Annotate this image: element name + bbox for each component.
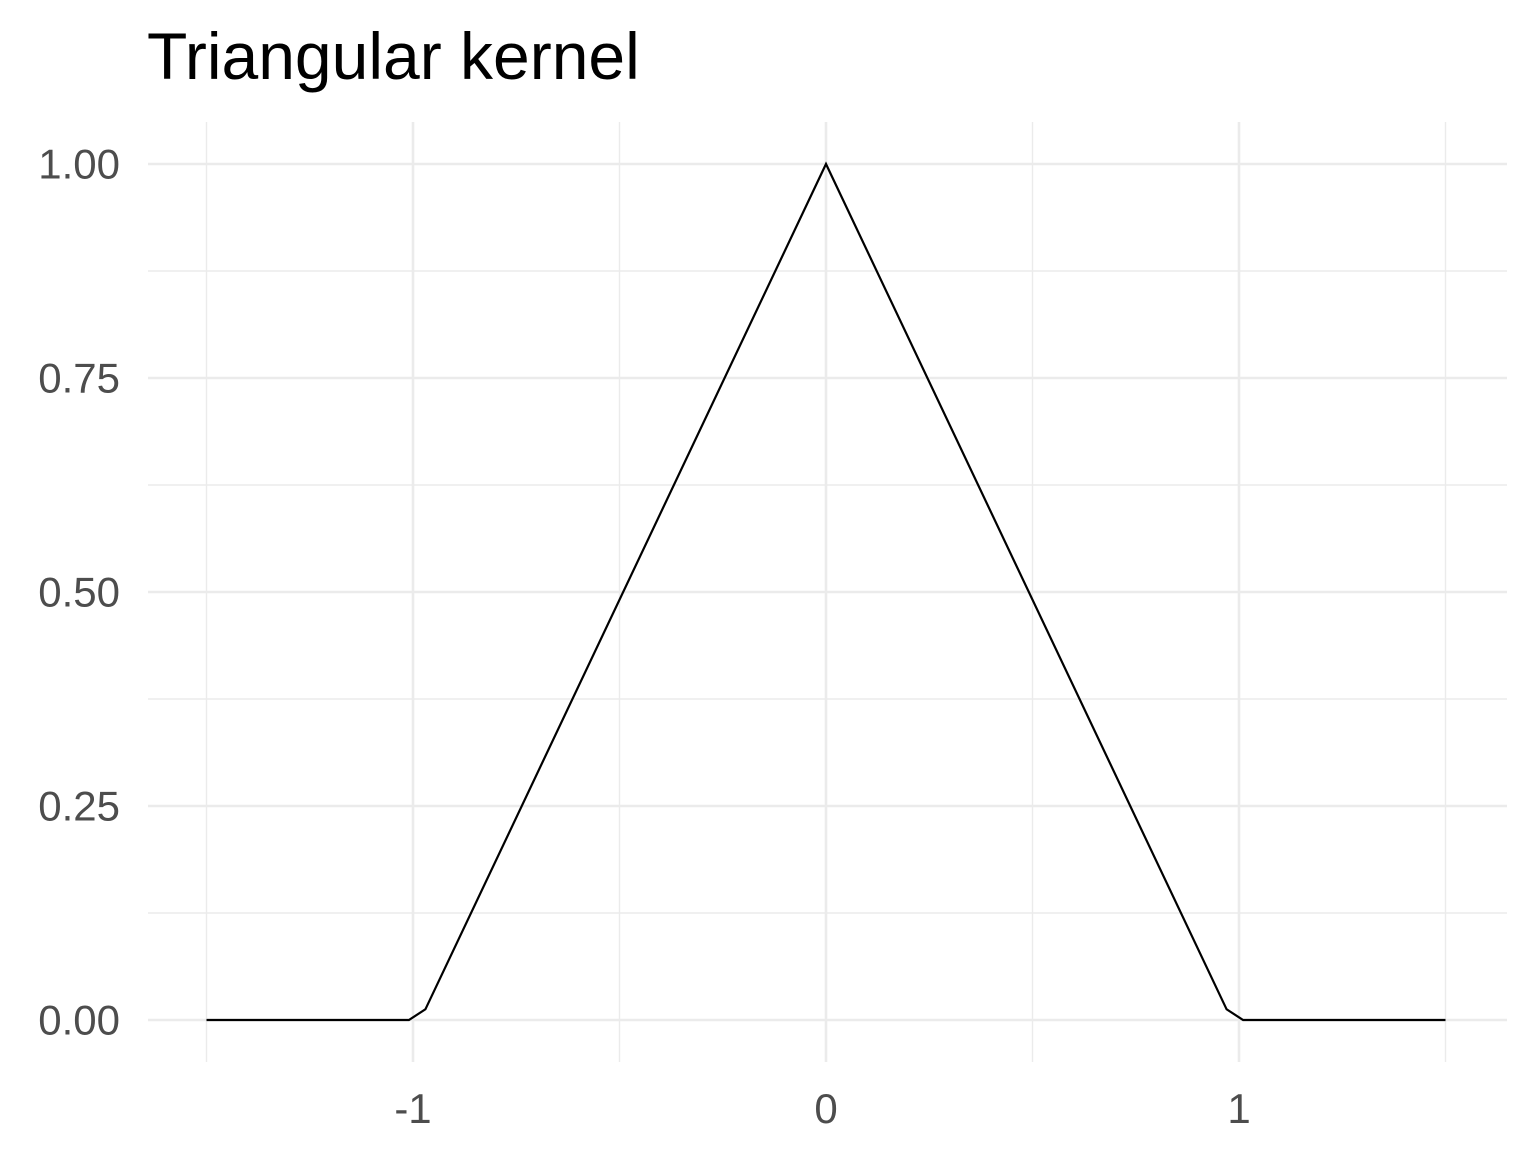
- x-tick-label: 1: [1227, 1085, 1250, 1132]
- y-tick-label: 0.00: [38, 997, 120, 1044]
- y-tick-label: 0.50: [38, 569, 120, 616]
- major-gridlines: [148, 122, 1507, 1062]
- kernel-line: [206, 161, 1446, 1022]
- x-axis-tick-labels: -1 0 1: [394, 1085, 1250, 1132]
- y-tick-label: 1.00: [38, 141, 120, 188]
- x-tick-label: 0: [814, 1085, 837, 1132]
- series-layer: [206, 161, 1446, 1022]
- chart-title: Triangular kernel: [147, 19, 640, 93]
- y-axis-tick-labels: 0.00 0.25 0.50 0.75 1.00: [38, 141, 120, 1044]
- x-tick-label: -1: [394, 1085, 431, 1132]
- y-tick-label: 0.75: [38, 355, 120, 402]
- y-tick-label: 0.25: [38, 783, 120, 830]
